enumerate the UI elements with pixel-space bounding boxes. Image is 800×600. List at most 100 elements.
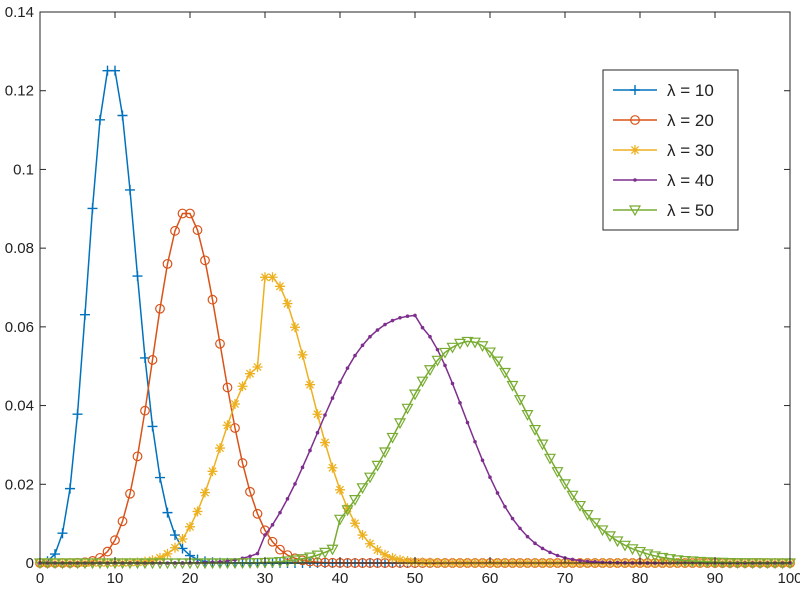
data-point	[380, 549, 390, 560]
data-point	[80, 309, 90, 320]
data-point	[555, 553, 560, 558]
legend-label: λ = 30	[667, 141, 714, 160]
data-point	[110, 535, 120, 546]
data-point	[147, 421, 158, 432]
data-point	[402, 556, 413, 567]
data-point	[648, 551, 662, 563]
data-point	[297, 349, 308, 360]
y-tick-label: 0.12	[5, 83, 34, 100]
data-point	[215, 443, 225, 454]
data-point	[222, 382, 233, 393]
data-point	[678, 556, 692, 567]
data-point	[386, 432, 399, 444]
legend: λ = 10 λ = 20 λ = 30 λ = 40 λ = 50	[602, 69, 739, 231]
data-point	[510, 516, 515, 521]
data-point	[335, 484, 345, 495]
data-point	[350, 518, 360, 529]
data-point	[686, 556, 699, 568]
data-point	[488, 475, 492, 480]
y-tick-label: 0.08	[5, 240, 34, 257]
data-point	[428, 334, 432, 339]
data-point	[360, 343, 365, 348]
data-point	[480, 458, 485, 463]
data-point	[263, 533, 267, 537]
data-point	[341, 505, 354, 517]
data-point	[293, 482, 297, 486]
legend-item: λ = 40	[613, 171, 714, 190]
data-point	[570, 557, 575, 562]
data-point	[398, 316, 402, 320]
data-point	[518, 526, 522, 531]
data-point	[446, 342, 459, 354]
data-point	[318, 547, 332, 559]
data-point	[491, 356, 504, 368]
data-point	[458, 401, 462, 405]
data-point	[192, 506, 203, 517]
data-point	[285, 497, 290, 501]
data-point	[566, 490, 579, 502]
data-point	[626, 544, 639, 556]
data-point	[375, 328, 380, 332]
x-tick-label: 80	[632, 570, 649, 587]
data-point	[282, 298, 293, 309]
data-point	[416, 376, 429, 388]
data-point	[603, 531, 617, 543]
data-point	[270, 523, 275, 527]
data-point	[365, 538, 375, 549]
data-point	[95, 114, 105, 125]
data-point	[330, 396, 335, 400]
data-point	[536, 439, 549, 451]
data-point	[260, 272, 270, 283]
legend-item: λ = 20	[613, 111, 714, 130]
data-point	[371, 460, 384, 472]
data-point	[300, 465, 305, 470]
data-point	[170, 225, 180, 236]
data-point	[540, 546, 545, 551]
data-point	[548, 550, 552, 555]
legend-label: λ = 40	[667, 171, 714, 190]
data-point	[378, 447, 392, 459]
x-tick-label: 10	[107, 570, 124, 587]
data-point	[177, 533, 188, 544]
data-point	[117, 516, 128, 527]
data-point	[438, 347, 452, 359]
data-point	[630, 85, 640, 95]
data-point	[237, 381, 248, 392]
data-point	[453, 338, 467, 350]
data-point	[558, 479, 572, 491]
data-point	[200, 255, 210, 266]
data-point	[630, 145, 640, 155]
data-point	[110, 65, 120, 76]
data-point	[596, 525, 609, 537]
data-point	[633, 178, 637, 182]
data-point	[185, 521, 195, 532]
data-point	[525, 534, 530, 539]
legend-item: λ = 50	[613, 201, 714, 220]
data-point	[663, 554, 677, 565]
data-point	[207, 294, 218, 305]
data-point	[278, 510, 282, 515]
x-tick-label: 60	[482, 570, 499, 587]
data-point	[633, 546, 647, 558]
data-point	[303, 552, 317, 564]
data-point	[50, 549, 60, 560]
data-point	[162, 258, 173, 269]
data-point	[170, 530, 180, 541]
data-point	[281, 556, 294, 568]
data-point	[245, 486, 255, 497]
data-point	[252, 508, 263, 519]
x-tick-label: 100	[777, 570, 800, 587]
data-point	[207, 466, 218, 477]
data-point	[495, 491, 500, 495]
data-point	[155, 303, 165, 314]
data-point	[387, 552, 398, 563]
data-point	[383, 322, 387, 327]
legend-item: λ = 30	[613, 141, 714, 160]
data-point	[483, 347, 497, 359]
x-tick-label: 0	[36, 570, 44, 587]
data-point	[390, 318, 395, 323]
data-point	[252, 362, 263, 373]
legend-label: λ = 50	[667, 201, 714, 220]
data-point	[578, 558, 582, 563]
